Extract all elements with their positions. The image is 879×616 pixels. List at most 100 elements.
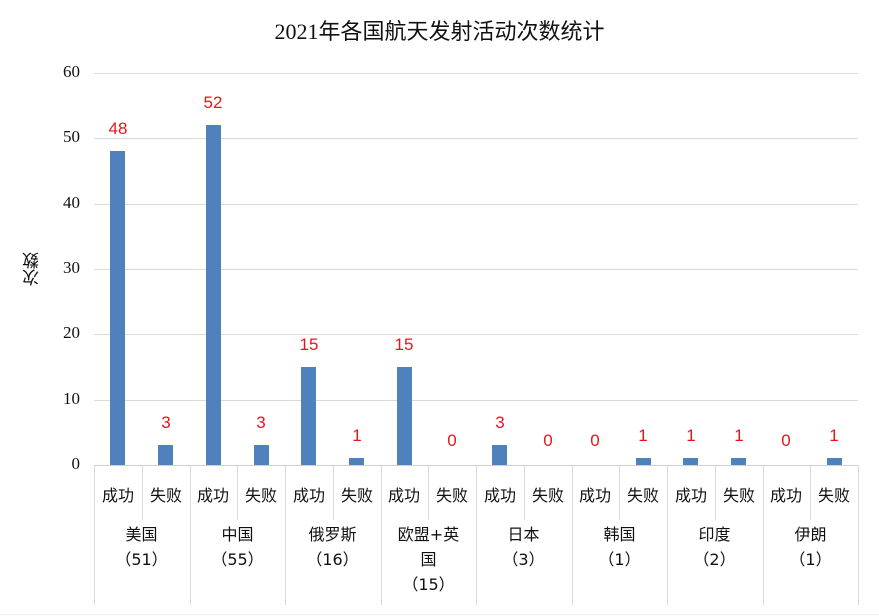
group-separator (94, 465, 95, 605)
gridline (94, 204, 858, 205)
subcategory-separator (810, 465, 811, 520)
data-label: 1 (638, 426, 648, 445)
group-name: 中国 (221, 525, 254, 544)
group-total: （15） (402, 575, 455, 594)
data-label: 15 (394, 335, 414, 354)
y-tick-label: 10 (63, 389, 80, 408)
group-total: （2） (693, 550, 736, 569)
x-subcategory-label: 失败 (531, 486, 564, 505)
group-total: （51） (115, 550, 168, 569)
x-subcategory-label: 成功 (196, 486, 229, 505)
group-name: 欧盟+英国 (397, 525, 460, 569)
bar (110, 151, 125, 465)
subcategory-separator (333, 465, 334, 520)
subcategory-separator (524, 465, 525, 520)
group-total: （3） (502, 550, 545, 569)
data-label: 1 (829, 426, 839, 445)
x-subcategory-label: 成功 (578, 486, 611, 505)
x-subcategory-label: 失败 (149, 486, 182, 505)
y-tick-label: 60 (63, 62, 80, 81)
bar (349, 458, 364, 465)
y-tick-label: 50 (63, 127, 80, 146)
data-label: 1 (686, 426, 696, 445)
bar (683, 458, 698, 465)
group-separator (381, 465, 382, 605)
group-separator (190, 465, 191, 605)
data-label: 15 (299, 335, 319, 354)
bar (158, 445, 173, 465)
y-tick-label: 0 (71, 454, 81, 473)
group-name: 韩国 (603, 525, 636, 544)
subcategory-separator (428, 465, 429, 520)
data-label: 1 (352, 426, 362, 445)
gridline (94, 400, 858, 401)
data-label: 3 (161, 413, 171, 432)
group-name: 印度 (698, 525, 731, 544)
x-subcategory-label: 失败 (435, 486, 468, 505)
group-name: 伊朗 (794, 525, 827, 544)
group-total: （16） (306, 550, 359, 569)
x-group-label: 美国 （51） (94, 522, 189, 572)
data-label: 48 (108, 119, 128, 138)
x-subcategory-label: 成功 (101, 486, 134, 505)
group-separator (285, 465, 286, 605)
gridline (94, 269, 858, 270)
bar (301, 367, 316, 465)
subcategory-separator (715, 465, 716, 520)
group-name: 俄罗斯 (308, 525, 357, 544)
bar (254, 445, 269, 465)
group-total: （1） (789, 550, 832, 569)
x-group-label: 日本 （3） (476, 522, 571, 572)
bar (206, 125, 221, 465)
y-tick-label: 20 (63, 323, 80, 342)
group-total: （1） (598, 550, 641, 569)
data-label: 0 (543, 431, 553, 450)
group-separator (572, 465, 573, 605)
x-subcategory-label: 失败 (817, 486, 850, 505)
x-subcategory-label: 失败 (244, 486, 277, 505)
group-total: （55） (211, 550, 264, 569)
gridline (94, 334, 858, 335)
x-group-label: 欧盟+英国 （15） (381, 522, 476, 597)
bar (397, 367, 412, 465)
x-subcategory-label: 成功 (387, 486, 420, 505)
chart-title: 2021年各国航天发射活动次数统计 (274, 19, 605, 44)
data-label: 0 (781, 431, 791, 450)
group-separator (476, 465, 477, 605)
x-subcategory-label: 成功 (292, 486, 325, 505)
x-group-label: 印度 （2） (667, 522, 762, 572)
bar (827, 458, 842, 465)
x-group-label: 俄罗斯 （16） (285, 522, 380, 572)
bar (492, 445, 507, 465)
x-subcategory-label: 失败 (340, 486, 373, 505)
subcategory-separator (142, 465, 143, 520)
x-group-label: 伊朗 （1） (763, 522, 858, 572)
x-subcategory-label: 成功 (674, 486, 707, 505)
group-separator (667, 465, 668, 605)
data-label: 0 (590, 431, 600, 450)
frame-border (0, 614, 879, 615)
gridline (94, 138, 858, 139)
subcategory-separator (237, 465, 238, 520)
x-subcategory-label: 成功 (769, 486, 802, 505)
x-subcategory-label: 失败 (722, 486, 755, 505)
data-label: 3 (495, 413, 505, 432)
x-subcategory-label: 成功 (483, 486, 516, 505)
group-separator (763, 465, 764, 605)
group-separator (858, 465, 859, 605)
data-label: 3 (256, 413, 266, 432)
subcategory-separator (619, 465, 620, 520)
y-tick-label: 40 (63, 193, 80, 212)
y-tick-label: 30 (63, 258, 80, 277)
bar (731, 458, 746, 465)
x-subcategory-label: 失败 (626, 486, 659, 505)
data-label: 52 (203, 93, 223, 112)
data-label: 0 (447, 431, 457, 450)
group-name: 日本 (507, 525, 540, 544)
x-group-label: 韩国 （1） (572, 522, 667, 572)
group-name: 美国 (125, 525, 158, 544)
x-group-label: 中国 （55） (190, 522, 285, 572)
data-label: 1 (734, 426, 744, 445)
bar (636, 458, 651, 465)
gridline (94, 73, 858, 74)
